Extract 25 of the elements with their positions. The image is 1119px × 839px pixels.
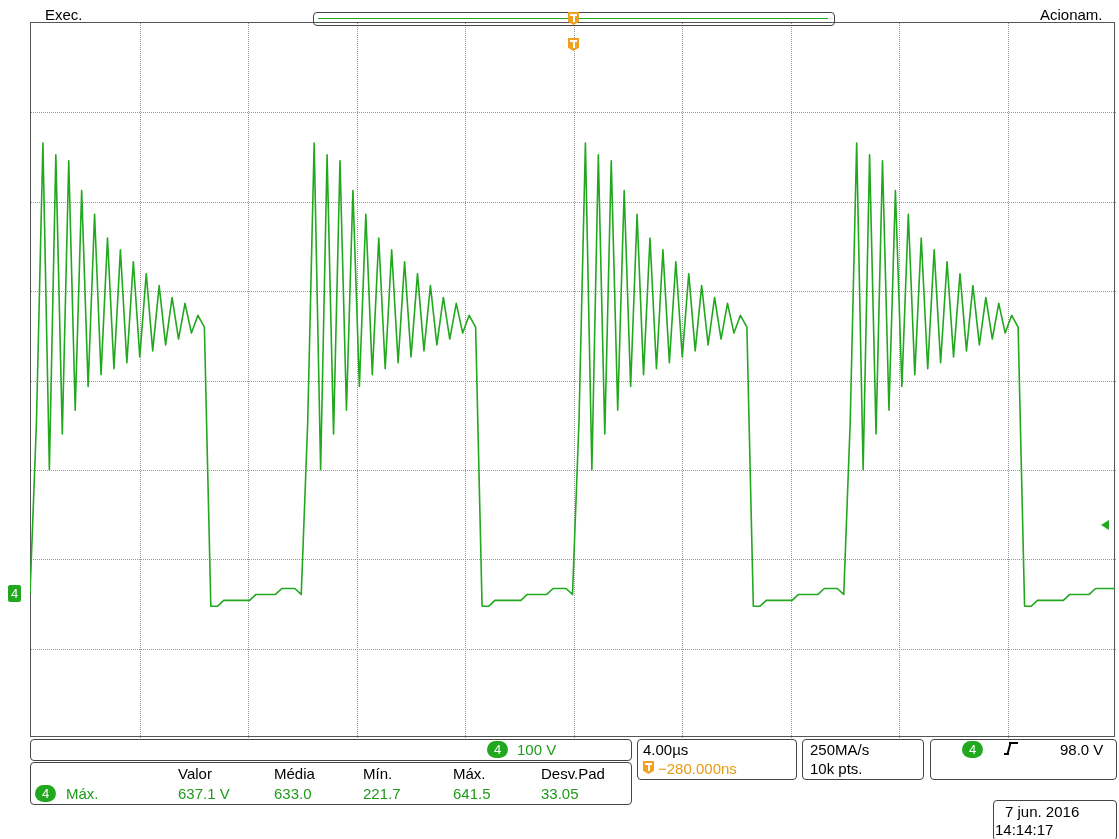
- text: Desv.Pad: [541, 765, 605, 782]
- text: 221.7: [363, 785, 401, 802]
- text: −280.000ns: [658, 760, 737, 777]
- text: Máx.: [66, 785, 99, 802]
- text: 33.05: [541, 785, 579, 802]
- text: Valor: [178, 765, 212, 782]
- text: 250MA/s: [810, 741, 870, 758]
- text: 637.1 V: [178, 785, 230, 802]
- text: 4: [962, 741, 984, 758]
- text: Máx.: [453, 765, 486, 782]
- text: 10k pts.: [810, 760, 863, 777]
- text: 641.5: [453, 785, 491, 802]
- text: 633.0: [274, 785, 312, 802]
- text: 100 V: [517, 741, 557, 758]
- text: 4: [8, 585, 22, 602]
- text: 7 jun. 2016: [1005, 803, 1080, 820]
- text: 98.0 V: [1060, 741, 1104, 758]
- text: 4: [35, 785, 57, 802]
- text: 4.00µs: [643, 741, 689, 758]
- text: Acionam.: [1040, 6, 1103, 23]
- text: Exec.: [45, 6, 83, 23]
- text: 4: [487, 741, 509, 758]
- text: 14:14:17: [995, 821, 1054, 838]
- text: Mín.: [363, 765, 393, 782]
- text: Média: [274, 765, 315, 782]
